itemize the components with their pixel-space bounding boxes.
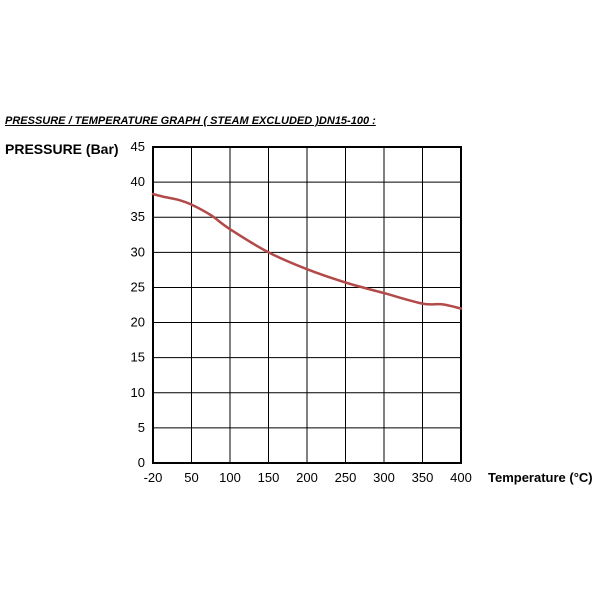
x-tick-label: 100 (219, 470, 241, 485)
y-tick-labels: 0 5 10 15 20 25 30 35 40 45 (131, 139, 145, 470)
x-tick-label: 50 (184, 470, 198, 485)
y-tick-label: 0 (138, 455, 145, 470)
x-tick-label: 150 (258, 470, 280, 485)
y-axis-label: PRESSURE (Bar) (5, 141, 119, 157)
x-tick-labels: -20 50 100 150 200 250 300 350 400 (144, 470, 472, 485)
vertical-gridlines (191, 147, 423, 463)
y-tick-label: 30 (131, 244, 145, 259)
y-tick-label: 20 (131, 315, 145, 330)
y-tick-label: 45 (131, 139, 145, 154)
y-tick-label: 5 (138, 420, 145, 435)
series-line (151, 192, 463, 310)
y-tick-label: 15 (131, 350, 145, 365)
x-tick-label: 400 (450, 470, 472, 485)
x-tick-label: 350 (412, 470, 434, 485)
x-axis-label: Temperature (°C) (488, 470, 593, 485)
plot-frame (152, 146, 462, 464)
x-tick-label: -20 (144, 470, 163, 485)
x-tick-label: 250 (335, 470, 357, 485)
x-tick-label: 300 (373, 470, 395, 485)
horizontal-gridlines (153, 181, 461, 429)
y-tick-label: 40 (131, 174, 145, 189)
y-tick-label: 25 (131, 279, 145, 294)
x-tick-label: 200 (296, 470, 318, 485)
y-tick-label: 35 (131, 209, 145, 224)
chart-title: PRESSURE / TEMPERATURE GRAPH ( STEAM EXC… (5, 115, 376, 127)
y-tick-label: 10 (131, 385, 145, 400)
